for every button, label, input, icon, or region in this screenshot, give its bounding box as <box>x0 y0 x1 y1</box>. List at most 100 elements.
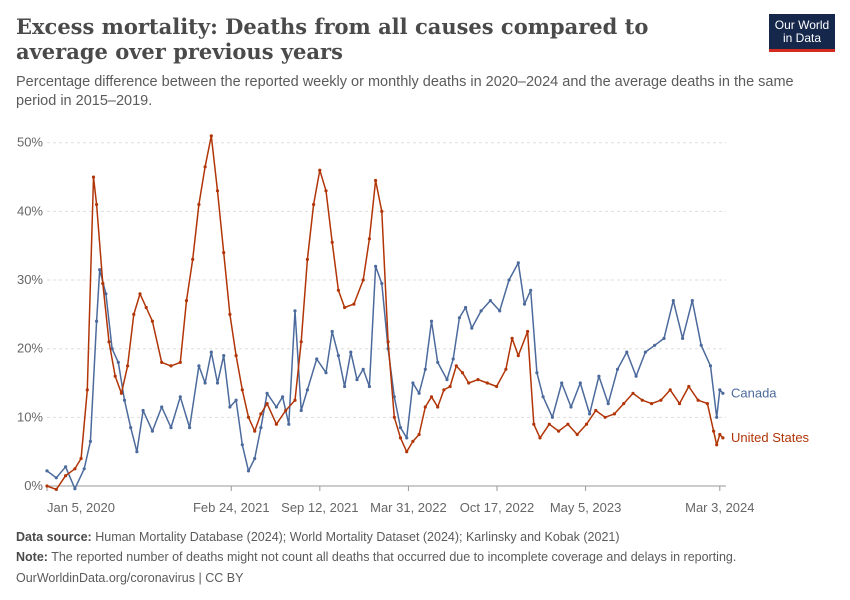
data-point-united-states[interactable] <box>721 436 725 440</box>
data-point-canada[interactable] <box>228 405 232 409</box>
data-point-canada[interactable] <box>507 278 511 282</box>
data-point-united-states[interactable] <box>622 402 626 406</box>
credit-text[interactable]: OurWorldinData.org/coronavirus | CC BY <box>16 571 244 585</box>
data-point-united-states[interactable] <box>557 429 561 433</box>
data-point-united-states[interactable] <box>85 388 89 392</box>
data-point-canada[interactable] <box>417 391 421 395</box>
data-point-canada[interactable] <box>361 367 365 371</box>
series-line-canada[interactable] <box>46 262 724 490</box>
data-point-canada[interactable] <box>222 354 226 358</box>
data-point-united-states[interactable] <box>712 429 716 433</box>
data-point-united-states[interactable] <box>538 436 542 440</box>
data-point-canada[interactable] <box>259 426 263 430</box>
data-point-canada[interactable] <box>588 412 592 416</box>
data-point-united-states[interactable] <box>668 388 672 392</box>
data-point-canada[interactable] <box>73 487 77 491</box>
data-point-united-states[interactable] <box>293 398 297 402</box>
data-point-canada[interactable] <box>343 384 347 389</box>
data-point-united-states[interactable] <box>510 336 514 340</box>
data-point-united-states[interactable] <box>95 202 99 207</box>
data-point-canada[interactable] <box>522 302 527 306</box>
data-point-canada[interactable] <box>374 264 378 268</box>
data-point-united-states[interactable] <box>436 405 440 409</box>
data-point-canada[interactable] <box>150 429 154 433</box>
data-point-united-states[interactable] <box>495 384 499 389</box>
data-point-canada[interactable] <box>88 439 92 443</box>
data-point-united-states[interactable] <box>374 178 378 183</box>
data-point-canada[interactable] <box>54 476 58 480</box>
data-point-united-states[interactable] <box>584 422 589 426</box>
data-point-united-states[interactable] <box>405 450 409 454</box>
data-point-united-states[interactable] <box>324 189 328 193</box>
data-point-canada[interactable] <box>82 467 86 471</box>
data-point-united-states[interactable] <box>113 374 117 378</box>
data-point-canada[interactable] <box>265 391 269 395</box>
data-point-canada[interactable] <box>560 381 564 385</box>
data-point-canada[interactable] <box>287 422 291 426</box>
data-point-canada[interactable] <box>423 367 427 371</box>
data-point-canada[interactable] <box>141 408 145 413</box>
data-point-united-states[interactable] <box>169 364 173 368</box>
data-point-united-states[interactable] <box>318 168 322 172</box>
data-point-canada[interactable] <box>305 388 309 392</box>
data-point-canada[interactable] <box>615 367 620 371</box>
data-point-canada[interactable] <box>349 350 353 354</box>
data-point-canada[interactable] <box>690 299 694 303</box>
data-point-canada[interactable] <box>451 357 455 361</box>
data-point-canada[interactable] <box>274 405 278 409</box>
data-point-united-states[interactable] <box>343 305 347 310</box>
data-point-canada[interactable] <box>240 443 244 447</box>
data-point-united-states[interactable] <box>107 340 111 344</box>
data-point-canada[interactable] <box>681 336 685 340</box>
data-point-united-states[interactable] <box>274 422 278 426</box>
data-point-united-states[interactable] <box>594 408 598 413</box>
data-point-united-states[interactable] <box>265 402 269 406</box>
data-point-united-states[interactable] <box>132 312 136 316</box>
data-point-canada[interactable] <box>625 350 629 354</box>
data-point-united-states[interactable] <box>659 398 663 402</box>
data-point-united-states[interactable] <box>284 408 288 413</box>
data-point-united-states[interactable] <box>532 422 536 426</box>
series-canada[interactable] <box>45 261 725 491</box>
data-point-united-states[interactable] <box>184 299 189 303</box>
credit-line[interactable]: OurWorldinData.org/coronavirus | CC BY <box>16 570 243 586</box>
data-point-united-states[interactable] <box>361 278 365 282</box>
data-point-canada[interactable] <box>715 415 719 419</box>
data-point-canada[interactable] <box>355 378 359 382</box>
data-point-canada[interactable] <box>293 309 297 313</box>
data-point-united-states[interactable] <box>197 202 201 207</box>
data-point-united-states[interactable] <box>429 395 434 399</box>
data-point-united-states[interactable] <box>138 292 142 296</box>
data-point-canada[interactable] <box>392 395 396 399</box>
data-point-canada[interactable] <box>116 360 120 364</box>
data-point-united-states[interactable] <box>191 257 195 261</box>
data-point-united-states[interactable] <box>612 412 617 416</box>
data-point-canada[interactable] <box>578 381 582 385</box>
data-point-canada[interactable] <box>122 398 127 402</box>
data-point-canada[interactable] <box>160 405 164 409</box>
data-point-canada[interactable] <box>479 309 483 313</box>
data-point-united-states[interactable] <box>715 443 719 447</box>
data-point-united-states[interactable] <box>603 415 607 419</box>
data-point-united-states[interactable] <box>240 388 244 392</box>
data-point-united-states[interactable] <box>91 175 96 179</box>
data-point-canada[interactable] <box>718 388 722 392</box>
data-point-canada[interactable] <box>209 350 213 354</box>
series-label-canada[interactable]: Canada <box>731 385 777 400</box>
data-point-canada[interactable] <box>380 281 384 286</box>
data-point-united-states[interactable] <box>144 305 148 310</box>
data-point-united-states[interactable] <box>150 319 154 323</box>
data-point-canada[interactable] <box>178 395 182 399</box>
data-point-united-states[interactable] <box>705 402 710 406</box>
data-point-united-states[interactable] <box>178 360 182 364</box>
data-point-canada[interactable] <box>281 395 285 399</box>
data-point-united-states[interactable] <box>259 412 263 416</box>
data-point-united-states[interactable] <box>228 312 232 316</box>
data-point-united-states[interactable] <box>54 487 58 491</box>
data-point-canada[interactable] <box>188 426 192 430</box>
data-point-united-states[interactable] <box>448 384 452 389</box>
data-point-united-states[interactable] <box>101 281 105 286</box>
data-point-united-states[interactable] <box>215 189 220 193</box>
data-point-canada[interactable] <box>653 343 657 347</box>
